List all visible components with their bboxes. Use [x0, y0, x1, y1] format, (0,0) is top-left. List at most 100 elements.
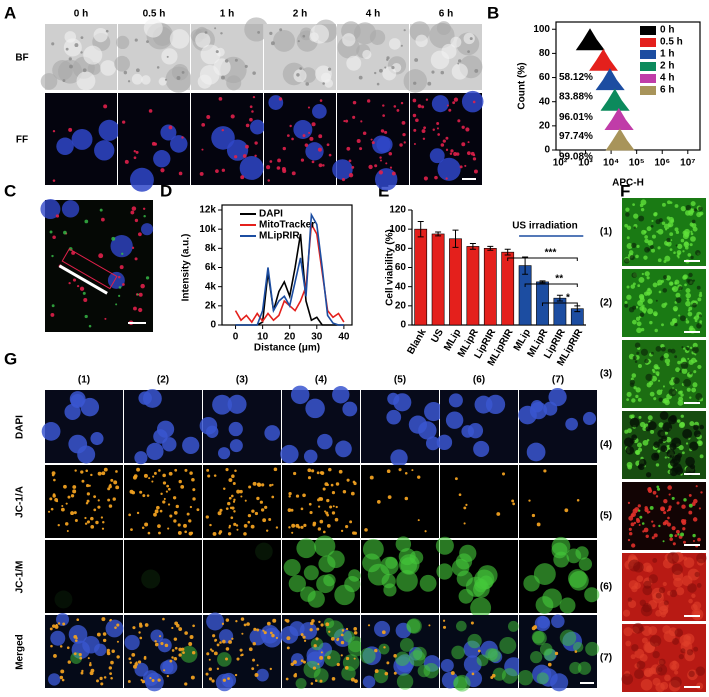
texture	[347, 636, 364, 653]
texture	[637, 397, 642, 402]
texture	[436, 563, 453, 580]
texture	[680, 393, 684, 397]
histogram	[605, 128, 635, 151]
texture	[459, 165, 463, 169]
row-label: (4)	[600, 440, 612, 451]
legend-swatch	[640, 86, 656, 95]
texture	[242, 154, 247, 158]
texture	[445, 411, 464, 429]
texture	[631, 398, 636, 403]
row-label: Merged	[15, 634, 26, 670]
texture	[291, 137, 294, 141]
texture	[189, 471, 193, 475]
legend-label: 0 h	[660, 25, 674, 36]
texture	[62, 79, 66, 83]
texture	[683, 540, 686, 544]
x-tick-label: 10	[257, 332, 269, 343]
texture	[166, 484, 170, 488]
texture	[341, 178, 346, 182]
texture	[319, 99, 323, 102]
panel-label: C	[4, 181, 16, 200]
texture	[107, 487, 111, 491]
texture	[678, 444, 684, 451]
texture	[192, 497, 196, 501]
texture	[158, 469, 161, 472]
texture	[312, 666, 317, 670]
scale-bar	[684, 615, 700, 617]
texture	[206, 612, 225, 631]
texture	[145, 672, 164, 692]
texture	[384, 671, 389, 676]
bar	[483, 248, 497, 326]
texture	[319, 679, 323, 683]
texture	[215, 169, 219, 173]
texture	[221, 622, 225, 625]
line-profile	[58, 264, 108, 295]
texture	[49, 230, 53, 234]
texture	[655, 219, 661, 225]
texture	[698, 441, 702, 445]
merged-image	[280, 615, 364, 690]
texture	[374, 168, 398, 191]
texture	[108, 666, 112, 670]
texture	[262, 629, 265, 632]
texture	[427, 81, 432, 86]
texture	[64, 31, 77, 43]
texture	[192, 624, 195, 628]
texture	[692, 533, 696, 538]
texture	[467, 141, 470, 144]
texture	[268, 518, 272, 521]
texture	[448, 108, 452, 112]
x-tick-label: 10⁷	[680, 158, 695, 169]
texture	[661, 221, 666, 226]
texture	[216, 643, 220, 647]
texture	[142, 207, 146, 210]
texture	[677, 399, 684, 406]
f-image	[621, 622, 706, 693]
texture	[629, 382, 635, 387]
texture	[145, 276, 150, 280]
texture	[331, 511, 336, 515]
column-label: (6)	[473, 375, 485, 386]
texture	[663, 275, 667, 280]
jc1-m-image	[203, 540, 281, 613]
texture	[168, 125, 173, 130]
texture	[300, 659, 304, 663]
texture	[626, 285, 630, 289]
texture	[644, 246, 650, 253]
texture	[97, 471, 102, 476]
texture	[450, 671, 455, 675]
texture	[141, 75, 151, 85]
texture	[151, 678, 155, 682]
texture	[318, 134, 323, 139]
column-label: (2)	[157, 375, 169, 386]
dapi-image	[280, 385, 360, 464]
texture	[455, 620, 467, 632]
texture	[396, 570, 418, 592]
texture	[474, 68, 479, 73]
error-bar	[487, 245, 494, 251]
texture	[440, 658, 454, 673]
texture	[341, 629, 345, 632]
texture	[234, 155, 238, 159]
texture	[51, 42, 55, 46]
texture	[100, 60, 116, 76]
texture	[543, 469, 547, 473]
texture	[189, 635, 194, 639]
texture	[311, 619, 315, 623]
texture	[668, 507, 672, 511]
texture	[650, 351, 654, 355]
texture	[100, 516, 104, 519]
error-bar	[435, 231, 442, 237]
texture	[50, 312, 55, 317]
texture	[232, 500, 236, 503]
texture	[692, 342, 698, 348]
texture	[173, 637, 178, 641]
texture	[682, 527, 686, 531]
texture	[340, 633, 344, 637]
texture	[569, 661, 582, 675]
texture	[662, 202, 666, 207]
texture	[479, 575, 493, 590]
texture	[379, 68, 383, 73]
texture	[86, 499, 90, 503]
